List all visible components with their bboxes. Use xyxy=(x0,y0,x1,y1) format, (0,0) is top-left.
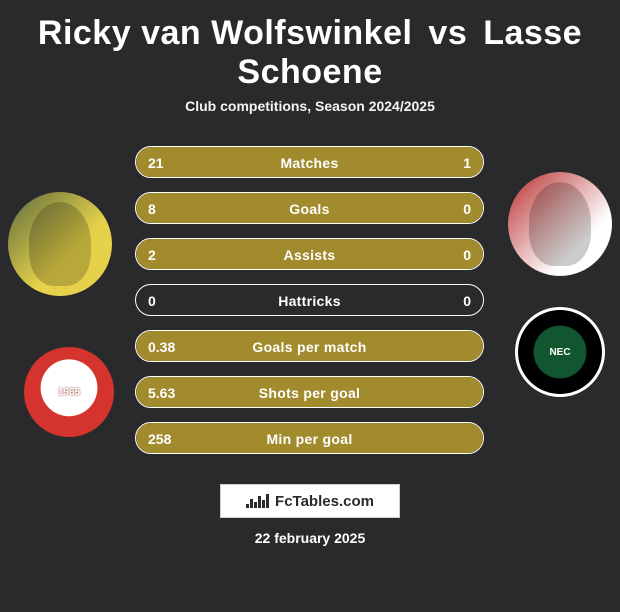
stat-row: Min per goal258 xyxy=(135,422,484,454)
stat-label: Goals per match xyxy=(136,331,483,362)
stat-row: Goals8 0 xyxy=(135,192,484,224)
stat-row: Goals per match0.38 xyxy=(135,330,484,362)
stat-row: Shots per goal5.63 xyxy=(135,376,484,408)
club1-label: 1965 xyxy=(58,387,80,398)
comparison-stage: 1965 NEC Matches211Goals80Assists20Hattr… xyxy=(0,132,620,612)
stat-value-p2: 0 xyxy=(463,285,471,316)
stat-bars: Matches211Goals80Assists20Hattricks00Goa… xyxy=(135,146,484,454)
player1-club-logo: 1965 xyxy=(24,347,114,437)
player2-club-logo: NEC xyxy=(515,307,605,397)
stat-label: Hattricks xyxy=(136,285,483,316)
stat-label: Shots per goal xyxy=(136,377,483,408)
subtitle: Club competitions, Season 2024/2025 xyxy=(0,98,620,132)
stat-value-p2: 0 xyxy=(463,193,471,224)
stat-value-p1: 258 xyxy=(148,423,171,454)
stat-label: Min per goal xyxy=(136,423,483,454)
avatar-placeholder-icon xyxy=(529,182,591,265)
stat-value-p2: 1 xyxy=(463,147,471,178)
stat-value-p1: 0.38 xyxy=(148,331,175,362)
stat-value-p1: 2 xyxy=(148,239,156,270)
stat-value-p2: 0 xyxy=(463,239,471,270)
stat-row: Hattricks0 0 xyxy=(135,284,484,316)
bars-icon xyxy=(246,494,269,508)
page-title: Ricky van Wolfswinkel vs Lasse Schoene xyxy=(0,0,620,98)
club2-label: NEC xyxy=(549,347,570,358)
branding-label: FcTables.com xyxy=(275,493,374,510)
stat-value-p1: 21 xyxy=(148,147,164,178)
stat-label: Matches xyxy=(136,147,483,178)
stat-value-p1: 5.63 xyxy=(148,377,175,408)
branding-badge: FcTables.com xyxy=(220,484,400,518)
player1-name: Ricky van Wolfswinkel xyxy=(38,14,413,52)
comparison-date: 22 february 2025 xyxy=(0,530,620,546)
player2-avatar xyxy=(508,172,612,276)
stat-value-p1: 0 xyxy=(148,285,156,316)
player1-avatar xyxy=(8,192,112,296)
stat-row: Assists2 0 xyxy=(135,238,484,270)
stat-label: Assists xyxy=(136,239,483,270)
stat-label: Goals xyxy=(136,193,483,224)
avatar-placeholder-icon xyxy=(29,202,91,285)
vs-label: vs xyxy=(422,14,473,52)
stat-value-p1: 8 xyxy=(148,193,156,224)
stat-row: Matches21 1 xyxy=(135,146,484,178)
